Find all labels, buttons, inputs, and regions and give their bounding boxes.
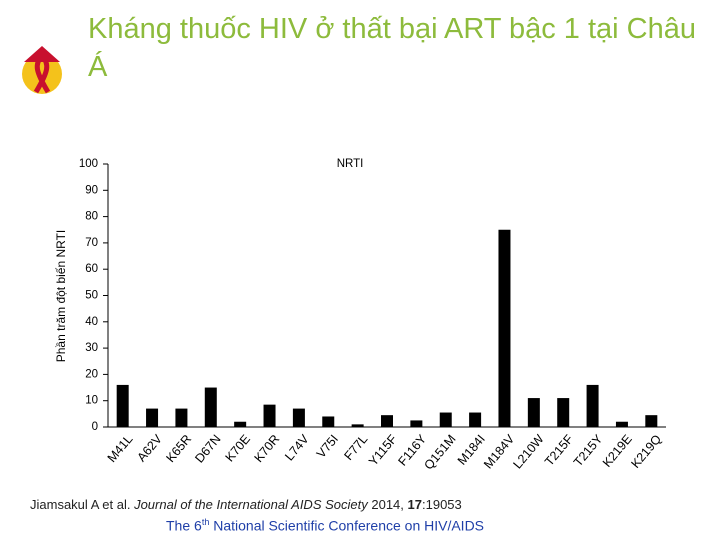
footer: The 6th National Scientific Conference o… [166,517,484,534]
slide-title: Kháng thuốc HIV ở thất bại ART bậc 1 tại… [88,13,696,83]
y-tick-label: 20 [85,368,98,380]
x-tick-label: D67N [192,432,223,465]
x-tick-label: T215F [542,432,576,469]
x-tick-label: L74V [282,432,312,464]
x-tick-label: K219E [600,432,635,470]
bar [498,229,511,427]
citation: Jiamsakul A et al. Journal of the Intern… [30,497,462,512]
chart: NRTI Phần trăm đột biến NRTI 0 10 20 30 40 50… [54,158,666,472]
y-tick-label: 100 [79,158,98,170]
y-tick-label: 40 [85,316,98,328]
bar [586,384,599,427]
footer-prefix: The 6 [166,517,202,534]
x-tick-label: Q151M [421,432,458,472]
y-tick-label: 60 [85,263,98,275]
footer-rest: National Scientific Conference on HIV/AI… [213,517,485,534]
bar [645,415,658,427]
citation-journal: Journal of the International AIDS Societ… [134,497,368,512]
x-tick-label: A62V [134,432,165,465]
y-tick-label: 0 [92,421,98,433]
bar [322,416,335,427]
bar [234,421,247,427]
citation-volume: 17 [407,497,422,512]
bar [527,398,540,427]
x-tick-label: K219Q [628,432,664,471]
y-tick-label: 90 [85,184,98,196]
bar [146,408,159,427]
bar [351,424,364,427]
bar [263,404,276,427]
bar [116,384,129,427]
bar [439,412,452,427]
y-tick-label: 80 [85,211,98,223]
y-tick-label: 30 [85,342,98,354]
y-axis-label: Phần trăm đột biến NRTI [54,230,68,363]
bar [175,408,188,427]
y-tick-label: 70 [85,237,98,249]
x-tick-label: K70E [223,432,253,464]
x-tick-label: M184V [481,432,518,472]
bar [381,415,393,427]
x-tick-label: K65R [163,432,194,465]
x-tick-label: L210W [510,432,546,471]
x-tick-label: T215Y [571,432,606,470]
bar [410,420,423,427]
logo [22,46,62,94]
x-tick-label: Y115F [366,432,400,469]
footer-sup: th [201,517,210,527]
bar [204,387,217,427]
chart-title: NRTI [337,158,364,170]
citation-article: :19053 [422,497,462,512]
bar [615,421,628,427]
citation-year: 2014, [371,497,404,512]
citation-authors: Jiamsakul A et al. [30,497,131,512]
bar [292,408,305,427]
bar [469,412,482,427]
x-tick-label: V75I [314,432,341,461]
y-tick-label: 50 [85,290,98,302]
bar [557,398,570,427]
y-tick-label: 10 [85,395,98,407]
x-tick-label: M41L [105,432,136,465]
x-tick-label: K70R [252,432,283,465]
